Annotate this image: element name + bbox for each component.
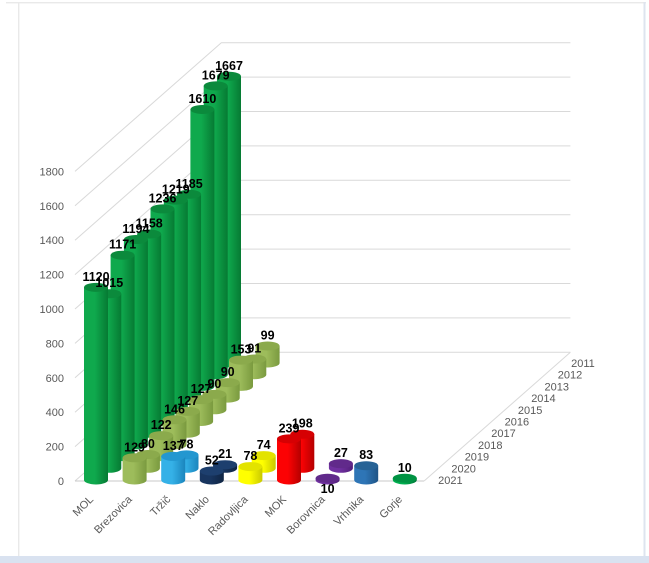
bar-MOK-2021 (277, 438, 301, 485)
year-label-2014: 2014 (531, 393, 555, 405)
bar-Vrhnika-2021-top (354, 461, 379, 471)
bar-Borovnica-2021-top (315, 473, 340, 483)
bar-Naklo-2020-top (213, 460, 238, 470)
value-axis-tick-label: 200 (46, 442, 64, 454)
frame-top-border (6, 2, 646, 4)
value-axis-tick-label: 1600 (40, 201, 64, 213)
data-label-MOK-2020: 198 (292, 417, 313, 431)
floor-right-edge (423, 351, 571, 482)
value-axis-tick-label: 1800 (40, 166, 64, 178)
frame-left-border (18, 2, 20, 556)
bar-Borovnica-2020-top (328, 459, 353, 469)
bar-Brezovica-2021-top (122, 453, 147, 463)
value-axis-tick-label: 800 (46, 338, 64, 350)
data-label-MOL-2012: 1679 (202, 68, 230, 82)
frame-right-border (643, 2, 646, 556)
data-label-Brezovica-2018: 146 (164, 402, 185, 416)
data-label-Gorje-2021: 10 (398, 461, 412, 475)
bar-MOL-2015-top (163, 195, 188, 205)
bar-MOL-2011-top (217, 71, 241, 81)
data-label-Radovljica-2020: 74 (257, 438, 271, 452)
data-label-Brezovica-2020: 80 (141, 437, 155, 451)
bar-MOL-2016-top (150, 204, 175, 214)
value-axis-tick-label: 1000 (40, 304, 64, 316)
data-label-Tržič-2020: 78 (180, 437, 194, 451)
data-label-Naklo-2020: 21 (218, 447, 232, 461)
year-label-2018: 2018 (478, 440, 502, 452)
data-label-Brezovica-2017: 127 (177, 394, 198, 408)
data-label-MOL-2021: 1120 (82, 270, 109, 284)
data-label-MOL-2017: 1158 (136, 217, 163, 231)
bar-MOL-2021-top (84, 282, 108, 292)
year-label-2011: 2011 (571, 358, 595, 370)
value-axis-tick-label: 1400 (40, 235, 64, 247)
bar-MOK-2021-top (277, 434, 301, 444)
bar-Radovljica-2021 (238, 466, 263, 485)
bar-Gorje-2021-top (392, 473, 417, 483)
data-label-MOK-2021: 239 (279, 421, 300, 435)
value-axis-tick-label: 400 (46, 407, 64, 419)
year-label-2012: 2012 (558, 370, 582, 382)
bar-MOL-2013-top (190, 104, 215, 114)
value-axis-tick-label: 0 (58, 476, 64, 488)
data-label-MOL-2014: 1185 (176, 177, 203, 191)
bar-Vrhnika-2021 (354, 465, 379, 485)
gridline (74, 42, 571, 172)
frame-bottom-band (0, 556, 649, 563)
bar-Radovljica-2021-top (238, 462, 263, 472)
data-label-MOL-2016: 1236 (149, 191, 177, 205)
data-label-Radovljica-2021: 78 (243, 449, 257, 463)
data-label-MOL-2015: 1219 (162, 183, 190, 197)
data-label-Brezovica-2021: 129 (124, 440, 145, 454)
data-label-Brezovica-2011: 99 (261, 328, 275, 342)
data-label-Brezovica-2016: 127 (191, 382, 212, 396)
bar-MOL-2014-top (177, 189, 202, 199)
bar-Brezovica-2016-top (189, 395, 214, 405)
bar-Naklo-2021-top (199, 466, 224, 476)
data-label-Brezovica-2014: 90 (221, 365, 235, 379)
bar-Brezovica-2014-top (215, 378, 240, 388)
bar-MOL-2021 (84, 287, 108, 485)
data-label-Borovnica-2021: 10 (321, 482, 335, 496)
data-label-MOL-2018: 1194 (122, 222, 149, 236)
bar-MOL-2019-top (110, 250, 135, 260)
bar-MOL-2018-top (123, 235, 148, 245)
data-label-Brezovica-2012: 91 (247, 342, 261, 356)
bar-MOL-2012-top (203, 81, 228, 91)
data-label-MOL-2013: 1610 (188, 92, 216, 106)
year-label-2016: 2016 (505, 417, 529, 429)
bar-Brezovica-2019-top (149, 431, 174, 441)
data-label-MOL-2019: 1171 (109, 238, 136, 252)
value-axis-tick-label: 600 (46, 373, 64, 385)
bar-Brezovica-2011-top (255, 341, 280, 351)
year-label-2021: 2021 (438, 475, 462, 487)
bar-Brezovica-2021 (122, 457, 147, 485)
bar-Tržič-2021-top (161, 451, 186, 461)
data-label-Naklo-2021: 52 (205, 454, 219, 468)
data-label-Borovnica-2020: 27 (334, 446, 348, 460)
data-label-Tržič-2021: 137 (163, 439, 184, 453)
year-label-2019: 2019 (465, 452, 489, 464)
data-label-Brezovica-2019: 122 (151, 418, 172, 432)
value-axis-tick-label: 1200 (40, 270, 64, 282)
year-label-2015: 2015 (518, 405, 542, 417)
data-label-MOL-2011: 1667 (215, 59, 243, 73)
bar-Brezovica-2017-top (175, 406, 200, 416)
bar-Brezovica-2018-top (162, 415, 187, 425)
year-label-2020: 2020 (451, 463, 475, 475)
data-label-Brezovica-2013: 153 (231, 343, 252, 357)
data-label-MOL-2020: 1015 (95, 276, 123, 290)
year-label-2013: 2013 (545, 381, 569, 393)
year-label-2017: 2017 (491, 428, 515, 440)
data-label-Brezovica-2015: 90 (207, 377, 221, 391)
bar-Brezovica-2013-top (229, 355, 253, 365)
bar-Tržič-2021 (161, 456, 186, 485)
bar-Radovljica-2020-top (251, 451, 276, 461)
data-label-Vrhnika-2021: 83 (359, 448, 373, 462)
